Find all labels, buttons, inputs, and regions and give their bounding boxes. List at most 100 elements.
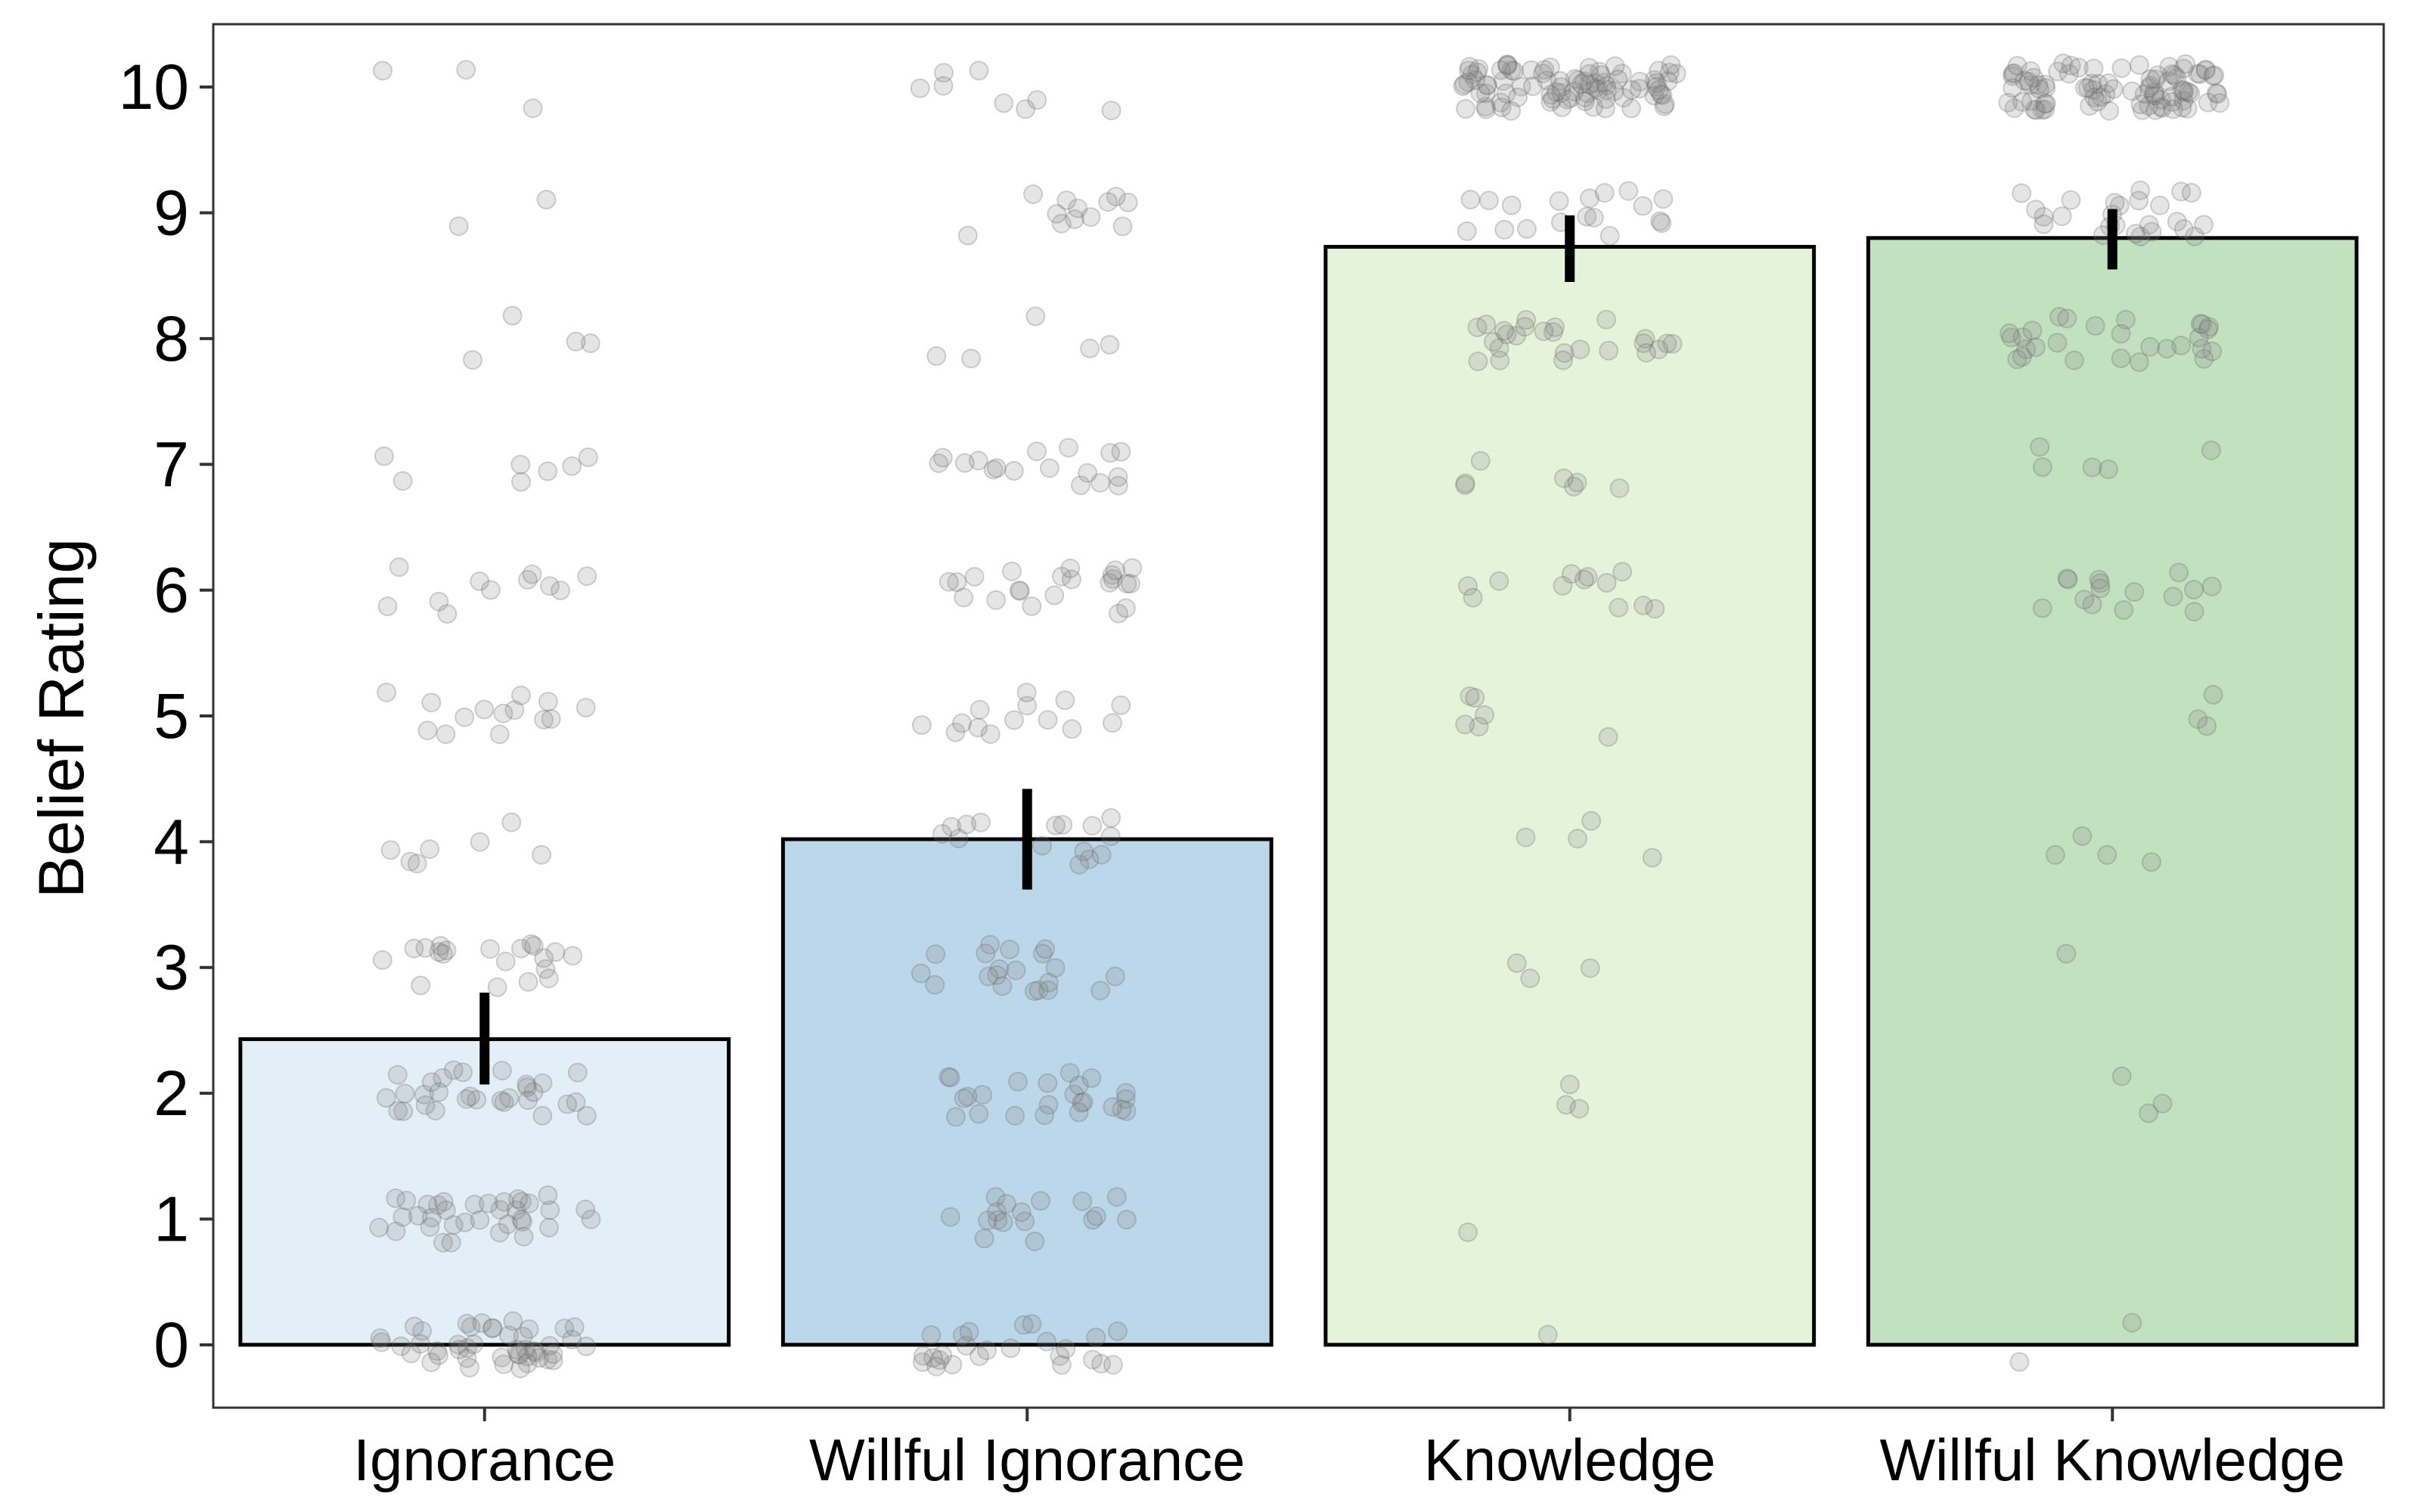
data-point: [952, 1325, 973, 1346]
data-point: [2032, 100, 2052, 120]
data-point: [1108, 603, 1128, 624]
data-point: [1118, 192, 1138, 212]
data-point: [2202, 341, 2223, 361]
data-point: [1051, 213, 1072, 234]
data-point: [1621, 79, 1642, 100]
data-point: [940, 1067, 960, 1088]
data-point: [2084, 87, 2105, 107]
axes-layer: 0 1 2 3 4 5 6 7 8 9 10 Ignorance Willful Ignorance Kn…: [119, 23, 2385, 1493]
data-point: [421, 692, 442, 713]
data-point: [970, 1346, 989, 1366]
data-point: [956, 1336, 976, 1356]
data-point: [2199, 317, 2220, 337]
data-point: [1122, 558, 1143, 578]
data-point: [1501, 101, 1522, 121]
data-point: [1534, 321, 1554, 342]
bar-ignorance: [238, 1037, 731, 1347]
data-point: [482, 1318, 503, 1338]
data-point: [576, 1199, 596, 1219]
data-point: [523, 1082, 544, 1102]
data-point: [577, 566, 597, 587]
data-point: [1477, 76, 1497, 96]
data-point: [973, 1085, 993, 1105]
data-point: [1621, 98, 1642, 119]
data-point: [429, 591, 449, 612]
data-point: [1550, 71, 1570, 91]
data-point: [940, 1207, 960, 1227]
data-point: [932, 448, 953, 468]
data-point: [1501, 195, 1522, 215]
data-point: [554, 1318, 575, 1339]
data-point: [1515, 317, 1535, 337]
data-point: [1072, 1191, 1093, 1211]
data-point: [1069, 1102, 1089, 1123]
data-point: [480, 939, 500, 959]
data-point: [2047, 333, 2068, 353]
data-point: [2201, 576, 2222, 596]
data-point: [1497, 324, 1517, 345]
data-point: [992, 976, 1013, 996]
data-point: [1546, 82, 1566, 102]
data-point: [2090, 578, 2111, 599]
data-point: [2189, 327, 2209, 348]
data-point: [947, 572, 967, 592]
data-point: [1552, 97, 1572, 117]
data-point: [2061, 55, 2081, 76]
data-point: [1015, 1211, 1035, 1232]
data-point: [2025, 200, 2046, 220]
data-point: [1575, 88, 1595, 108]
data-point: [926, 944, 946, 965]
data-point: [511, 472, 531, 492]
data-point: [2059, 64, 2079, 84]
data-point: [2126, 224, 2146, 243]
data-point: [1650, 211, 1671, 231]
data-point: [1666, 64, 1686, 84]
data-point: [420, 839, 440, 860]
data-point: [428, 1194, 448, 1215]
data-point: [2003, 66, 2023, 86]
data-point: [2111, 1066, 2132, 1086]
data-point: [2012, 91, 2033, 112]
data-point: [2030, 437, 2050, 457]
data-point: [2145, 85, 2166, 106]
data-point: [1613, 88, 1634, 108]
data-point: [2081, 73, 2102, 94]
data-point: [1106, 187, 1126, 206]
data-point: [503, 1311, 523, 1331]
data-point: [517, 1074, 537, 1095]
data-point: [1082, 1349, 1103, 1370]
data-point: [1504, 61, 1524, 81]
data-point: [1108, 467, 1128, 487]
data-point: [2148, 65, 2168, 85]
data-point: [1016, 99, 1036, 119]
data-point: [1540, 57, 1560, 77]
data-point: [370, 1328, 390, 1348]
data-point: [2140, 336, 2161, 357]
data-point: [2175, 54, 2195, 74]
data-point: [369, 1217, 389, 1238]
data-point: [1556, 1095, 1576, 1115]
data-point: [494, 1191, 514, 1212]
data-point: [934, 63, 954, 83]
data-point: [433, 1191, 454, 1212]
data-point: [2152, 98, 2173, 118]
data-point: [1467, 62, 1488, 82]
data-point: [1568, 829, 1587, 849]
data-point: [1579, 57, 1599, 78]
data-point: [2163, 587, 2183, 607]
data-point: [482, 1318, 502, 1338]
data-point: [2029, 79, 2049, 99]
data-point: [2174, 80, 2195, 101]
data-point: [1038, 1073, 1058, 1093]
data-point: [974, 1228, 994, 1249]
data-point: [1483, 332, 1503, 352]
data-point: [2035, 99, 2055, 119]
data-point: [1662, 333, 1683, 354]
data-point: [2007, 56, 2028, 76]
data-point: [2122, 1312, 2142, 1333]
data-point: [564, 1317, 585, 1337]
y-tick-label: 7: [154, 429, 189, 500]
data-point: [2116, 309, 2136, 330]
data-point: [395, 1083, 415, 1104]
data-point: [518, 971, 538, 992]
